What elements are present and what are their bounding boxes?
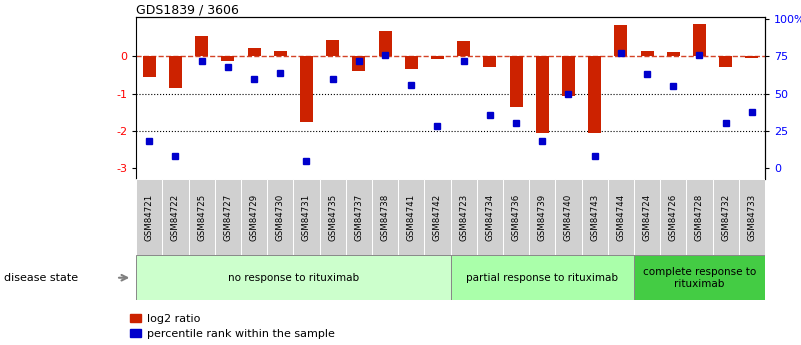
Bar [241,179,268,255]
Bar [169,56,182,88]
Bar [136,179,163,255]
Bar [215,179,241,255]
Bar [450,179,477,255]
Bar [477,179,503,255]
Bar [346,179,372,255]
Text: GSM84728: GSM84728 [695,194,704,241]
Bar [372,179,398,255]
Bar [719,56,732,67]
Bar [431,56,444,59]
Bar [268,179,293,255]
Text: GSM84737: GSM84737 [354,194,364,241]
Bar [136,255,450,300]
Text: GSM84741: GSM84741 [407,194,416,241]
Bar [293,179,320,255]
Bar [163,179,188,255]
Bar [457,41,470,56]
Text: GSM84724: GSM84724 [642,194,651,241]
Bar [555,179,582,255]
Text: GSM84727: GSM84727 [223,194,232,241]
Text: partial response to rituximab: partial response to rituximab [466,273,618,283]
Bar [588,56,602,133]
Text: disease state: disease state [4,273,78,283]
Bar [379,31,392,56]
Bar [326,40,339,56]
Text: GSM84735: GSM84735 [328,194,337,241]
Bar [320,179,346,255]
Text: GSM84744: GSM84744 [616,194,626,241]
Bar [666,52,680,56]
Bar [745,56,759,58]
Bar [634,179,660,255]
Bar [693,23,706,56]
Bar [398,179,425,255]
Text: GSM84734: GSM84734 [485,194,494,241]
Bar [405,56,418,69]
Text: GSM84729: GSM84729 [250,194,259,241]
Text: GSM84743: GSM84743 [590,194,599,241]
Bar [641,51,654,56]
Bar [634,255,765,300]
Text: GSM84736: GSM84736 [512,194,521,241]
Bar [195,36,208,56]
Bar [503,179,529,255]
Text: GSM84730: GSM84730 [276,194,285,241]
Bar [562,56,575,96]
Text: GSM84740: GSM84740 [564,194,573,241]
Bar [425,179,450,255]
Text: GSM84732: GSM84732 [721,194,731,241]
Bar [143,56,156,77]
Bar [739,179,765,255]
Bar [450,255,634,300]
Text: GSM84722: GSM84722 [171,194,180,241]
Bar [686,179,713,255]
Bar [614,25,627,56]
Text: GSM84726: GSM84726 [669,194,678,241]
Legend: log2 ratio, percentile rank within the sample: log2 ratio, percentile rank within the s… [126,309,339,344]
Text: complete response to
rituximab: complete response to rituximab [643,267,756,288]
Bar [188,179,215,255]
Text: GSM84723: GSM84723 [459,194,468,241]
Text: GSM84721: GSM84721 [145,194,154,241]
Text: GSM84738: GSM84738 [380,194,389,241]
Bar [300,56,313,122]
Bar [582,179,608,255]
Bar [221,56,235,61]
Text: GSM84731: GSM84731 [302,194,311,241]
Bar [509,56,522,107]
Text: GSM84725: GSM84725 [197,194,206,241]
Bar [536,56,549,133]
Text: GSM84742: GSM84742 [433,194,442,241]
Text: GSM84733: GSM84733 [747,194,756,241]
Bar [713,179,739,255]
Text: no response to rituximab: no response to rituximab [227,273,359,283]
Bar [660,179,686,255]
Bar [248,48,260,56]
Bar [274,51,287,56]
Text: GDS1839 / 3606: GDS1839 / 3606 [136,3,239,16]
Bar [529,179,555,255]
Text: GSM84739: GSM84739 [537,194,547,241]
Bar [483,56,497,67]
Bar [608,179,634,255]
Bar [352,56,365,71]
